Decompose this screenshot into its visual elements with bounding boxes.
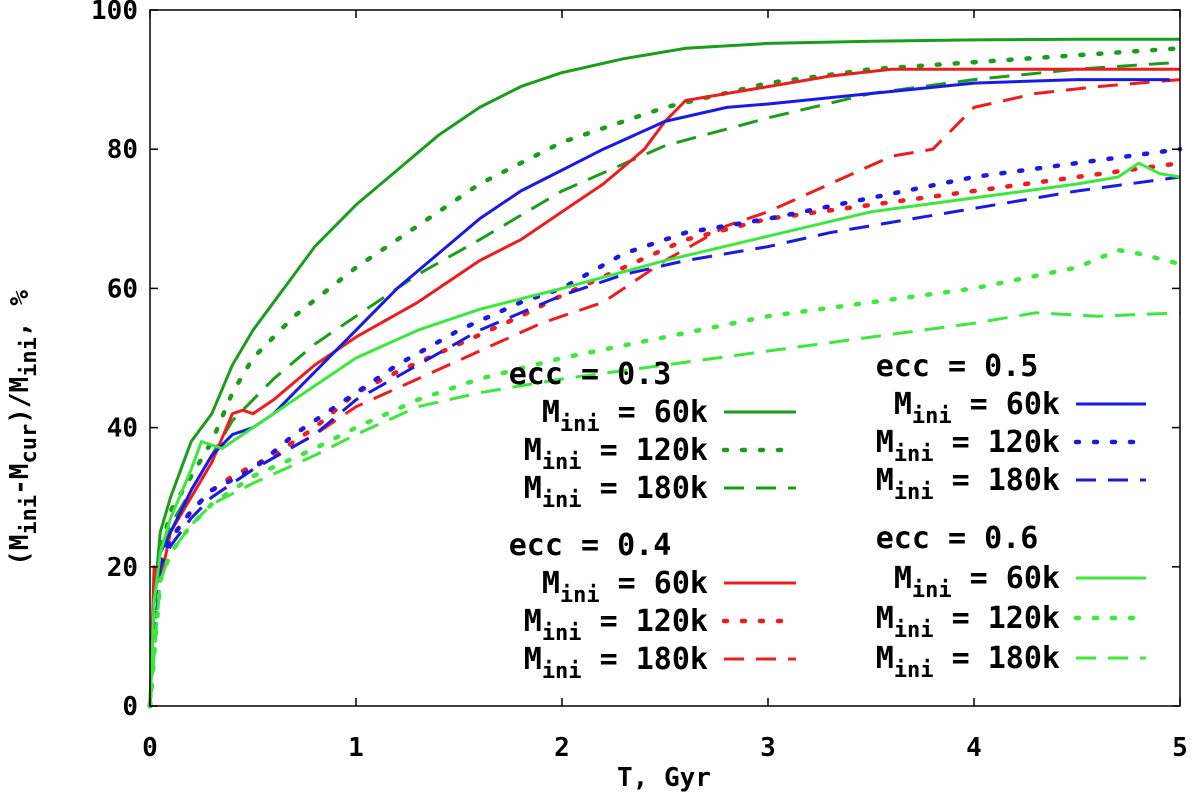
series-line	[148, 161, 1181, 707]
series-line	[148, 67, 1180, 707]
legend-group-title: ecc = 0.4	[509, 528, 672, 563]
y-tick-label: 80	[107, 135, 138, 165]
axis-ticks: 0 1 2 3 4 5 0 20 40 60 80 100	[91, 0, 1188, 763]
series-line	[148, 78, 1170, 707]
series-line	[148, 37, 1180, 707]
y-axis-label: (Mini-Mcur)/Mini, %	[5, 290, 42, 566]
x-tick-label: 5	[1172, 733, 1188, 763]
plot-lines	[147, 37, 1183, 709]
series-line	[148, 78, 1181, 707]
legend-entry-label: Mini = 180k	[876, 641, 1060, 683]
legend-entry-label: Mini = 180k	[876, 463, 1060, 505]
x-tick-label: 0	[142, 733, 158, 763]
legend-entry-label: Mini = 120k	[524, 604, 708, 646]
legend-entry-label: Mini = 120k	[876, 601, 1060, 643]
series-line	[148, 175, 1181, 707]
legend-entry-label: Mini = 120k	[876, 425, 1060, 467]
y-tick-label: 60	[107, 274, 138, 304]
legend-entry-label: Mini = 60k	[542, 566, 708, 608]
legend-entry-label: Mini = 120k	[524, 433, 708, 475]
y-tick-label: 20	[107, 553, 138, 583]
legend-entry-label: Mini = 180k	[524, 642, 708, 684]
x-tick-label: 1	[348, 733, 364, 763]
plot-frame	[149, 9, 1181, 707]
legend-entry-label: Mini = 60k	[894, 561, 1060, 603]
y-tick-label: 0	[122, 692, 138, 722]
legend-entry-label: Mini = 180k	[524, 471, 708, 513]
legend-entry-label: Mini = 60k	[894, 387, 1060, 429]
legend-group-title: ecc = 0.6	[876, 521, 1039, 556]
legend-entry-label: Mini = 60k	[542, 395, 708, 437]
x-tick-label: 3	[760, 733, 776, 763]
legend-group-title: ecc = 0.3	[509, 357, 672, 392]
x-tick-label: 4	[966, 733, 982, 763]
y-tick-label: 40	[107, 414, 138, 444]
y-tick-label: 100	[91, 0, 138, 26]
x-tick-label: 2	[554, 733, 570, 763]
x-axis-label: T, Gyr	[617, 763, 711, 793]
legend-group-title: ecc = 0.5	[876, 349, 1039, 384]
